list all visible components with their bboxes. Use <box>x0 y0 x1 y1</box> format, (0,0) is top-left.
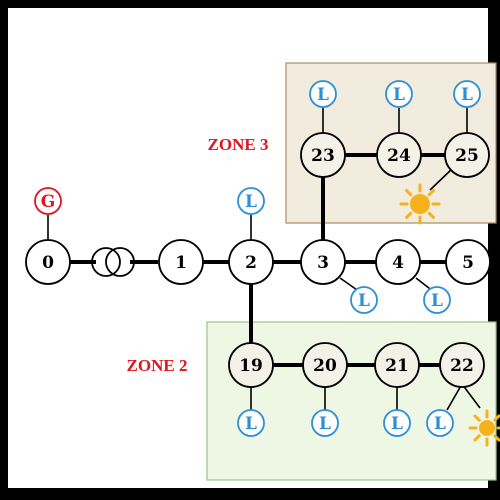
bus-node-label: 2 <box>245 253 257 273</box>
bus-node-label: 25 <box>455 146 479 166</box>
load-icon: L <box>311 409 339 437</box>
generator-icon: G <box>34 187 62 215</box>
bus-node-21: 21 <box>374 342 420 388</box>
load-label: L <box>461 85 473 105</box>
load-icon: L <box>309 80 337 108</box>
bus-node-0: 0 <box>25 239 71 285</box>
load-label: L <box>319 414 331 434</box>
load-icon: L <box>453 80 481 108</box>
bus-node-label: 22 <box>450 356 474 376</box>
load-icon: L <box>350 286 378 314</box>
load-icon: L <box>426 409 454 437</box>
bus-node-22: 22 <box>439 342 485 388</box>
load-label: L <box>431 291 443 311</box>
load-label: L <box>391 414 403 434</box>
bus-node-19: 19 <box>228 342 274 388</box>
bus-node-label: 0 <box>42 253 54 273</box>
load-label: L <box>245 192 257 212</box>
generator-label: G <box>41 192 56 212</box>
bus-node-label: 19 <box>239 356 263 376</box>
bus-node-2: 2 <box>228 239 274 285</box>
load-label: L <box>245 414 257 434</box>
transformer-icon <box>91 247 135 277</box>
load-label: L <box>434 414 446 434</box>
load-icon: L <box>383 409 411 437</box>
bus-node-23: 23 <box>300 132 346 178</box>
load-icon: L <box>237 187 265 215</box>
load-icon: L <box>385 80 413 108</box>
bus-node-5: 5 <box>445 239 491 285</box>
bus-node-24: 24 <box>376 132 422 178</box>
bus-node-20: 20 <box>302 342 348 388</box>
bus-node-4: 4 <box>375 239 421 285</box>
sun-icon <box>399 183 441 225</box>
bus-node-3: 3 <box>300 239 346 285</box>
bus-node-label: 24 <box>387 146 411 166</box>
bus-node-label: 20 <box>313 356 337 376</box>
bus-node-label: 21 <box>385 356 409 376</box>
load-label: L <box>393 85 405 105</box>
load-label: L <box>317 85 329 105</box>
bus-node-label: 3 <box>317 253 329 273</box>
bus-node-25: 25 <box>444 132 490 178</box>
bus-node-label: 1 <box>175 253 187 273</box>
zone-3-label: ZONE 3 <box>208 135 269 154</box>
zone-2-label: ZONE 2 <box>127 356 188 375</box>
sun-icon <box>468 409 500 447</box>
bus-node-1: 1 <box>158 239 204 285</box>
load-label: L <box>358 291 370 311</box>
bus-node-label: 23 <box>311 146 335 166</box>
load-icon: L <box>237 409 265 437</box>
bus-node-label: 4 <box>392 253 404 273</box>
bus-node-label: 5 <box>462 253 474 273</box>
load-icon: L <box>423 286 451 314</box>
